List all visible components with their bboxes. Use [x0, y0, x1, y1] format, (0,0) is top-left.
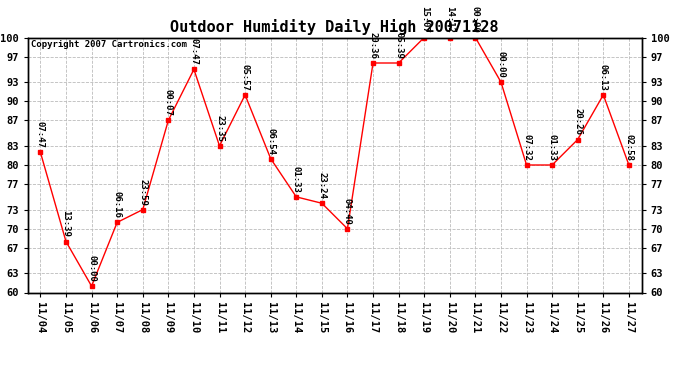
Text: 01:33: 01:33: [548, 134, 557, 161]
Text: 07:47: 07:47: [36, 121, 45, 148]
Text: 04:40: 04:40: [343, 198, 352, 225]
Text: 15:07: 15:07: [420, 6, 428, 33]
Text: 20:36: 20:36: [368, 32, 377, 59]
Text: 00:00: 00:00: [497, 51, 506, 78]
Text: 23:24: 23:24: [317, 172, 326, 199]
Text: 06:54: 06:54: [266, 128, 275, 154]
Title: Outdoor Humidity Daily High 20071128: Outdoor Humidity Daily High 20071128: [170, 19, 499, 35]
Text: 13:39: 13:39: [61, 210, 70, 237]
Text: 23:59: 23:59: [138, 178, 147, 206]
Text: 06:13: 06:13: [599, 64, 608, 91]
Text: 05:57: 05:57: [241, 64, 250, 91]
Text: 23:35: 23:35: [215, 115, 224, 142]
Text: 00:00: 00:00: [87, 255, 96, 282]
Text: 01:33: 01:33: [292, 166, 301, 193]
Text: 06:16: 06:16: [112, 191, 121, 218]
Text: 02:58: 02:58: [624, 134, 633, 161]
Text: 05:39: 05:39: [394, 32, 403, 59]
Text: 20:26: 20:26: [573, 108, 582, 135]
Text: 00:00: 00:00: [471, 6, 480, 33]
Text: 00:07: 00:07: [164, 89, 172, 116]
Text: Copyright 2007 Cartronics.com: Copyright 2007 Cartronics.com: [30, 40, 186, 49]
Text: 14:12: 14:12: [445, 6, 454, 33]
Text: 07:47: 07:47: [190, 38, 199, 65]
Text: 07:32: 07:32: [522, 134, 531, 161]
